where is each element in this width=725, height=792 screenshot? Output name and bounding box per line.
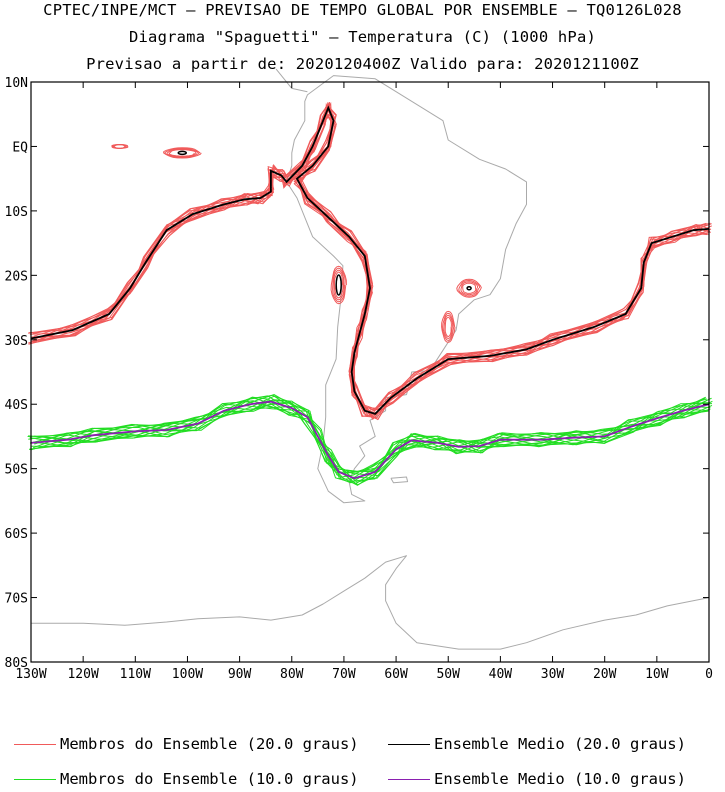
member-20deg-closed-contour — [168, 149, 197, 157]
member-20deg-closed-contour — [441, 310, 456, 343]
legend-label-member10: Membros do Ensemble (10.0 graus) — [60, 770, 359, 788]
legend-entry-member20: Membros do Ensemble (20.0 graus) — [14, 735, 359, 753]
legend-swatch-member10 — [14, 778, 56, 780]
member-20deg-contour — [29, 102, 707, 415]
member-20deg-closed-contour — [444, 316, 452, 338]
member-20deg-contour — [32, 111, 707, 417]
legend-entry-member10: Membros do Ensemble (10.0 graus) — [14, 770, 359, 788]
member-20deg-contour — [31, 107, 712, 409]
member-20deg-closed-contour — [442, 312, 455, 341]
member-20deg-closed-contour — [333, 271, 344, 299]
axes: 130W 120W 110W 100W 90W 80W 70W 60W 50W 40W 30W 20W… — [5, 76, 713, 682]
mean-20deg-closed-contour — [335, 274, 342, 296]
member-20deg-closed-contour — [460, 281, 479, 296]
x-tick-label: 40W — [489, 667, 513, 682]
x-tick-label: 20W — [593, 667, 617, 682]
y-tick-label: 20S — [5, 269, 28, 284]
legend-entry-mean20: Ensemble Medio (20.0 graus) — [388, 735, 686, 753]
x-tick-label: 130W — [15, 667, 46, 682]
member-20deg-closed-contour — [443, 314, 454, 340]
mean-20deg-contour — [30, 105, 710, 415]
falkland-islands — [390, 476, 409, 484]
x-tick-label: 50W — [436, 667, 460, 682]
legend-swatch-mean10 — [388, 778, 430, 780]
member-20deg-contour — [32, 106, 707, 410]
y-tick-label: 70S — [5, 592, 28, 607]
member-20deg-closed-contour — [166, 148, 199, 158]
ensemble-means — [30, 105, 710, 480]
legend-label-member20: Membros do Ensemble (20.0 graus) — [60, 735, 359, 753]
legend-swatch-member20 — [14, 743, 56, 745]
member-20deg-contour — [28, 112, 712, 415]
antarctica-coast — [31, 555, 710, 650]
y-tick-label: 10N — [5, 76, 28, 91]
member-20deg-contour — [33, 106, 710, 421]
member-20deg-closed-contour — [456, 278, 482, 298]
legend-label-mean10: Ensemble Medio (10.0 graus) — [434, 770, 686, 788]
x-tick-label: 100W — [172, 667, 203, 682]
member-20deg-contour — [33, 109, 708, 419]
member-20deg-closed-contour — [333, 269, 345, 301]
x-tick-label: 10W — [645, 667, 669, 682]
y-tick-label: 10S — [5, 205, 28, 220]
mean-20deg-closed-contour — [177, 150, 187, 156]
y-tick-label: 30S — [5, 334, 28, 349]
x-tick-label: 120W — [67, 667, 98, 682]
south-america-coast — [286, 75, 527, 504]
member-20deg-closed-contour — [111, 143, 129, 149]
member-20deg-closed-contour — [330, 265, 347, 305]
chart-subtitle: Diagrama "Spaguetti" – Temperatura (C) (… — [128, 28, 597, 46]
member-20deg-contour — [32, 103, 711, 421]
mean-20deg-closed-contour — [466, 285, 472, 291]
member-20deg-closed-contour — [164, 147, 200, 158]
member-20deg-contour — [33, 104, 711, 411]
y-tick-label: 40S — [5, 398, 28, 413]
x-tick-label: 30W — [541, 667, 565, 682]
chart-dates: Previsao a partir de: 2020120400Z Valido… — [86, 55, 639, 73]
central-america-coast — [275, 68, 308, 93]
member-10deg-contour — [28, 403, 711, 480]
member-10deg-contour — [31, 396, 711, 486]
coastline-map — [31, 68, 710, 650]
x-tick-label: 70W — [332, 667, 356, 682]
y-tick-label: EQ — [12, 140, 28, 155]
member-20deg-closed-contour — [458, 279, 480, 297]
x-tick-label: 110W — [120, 667, 151, 682]
member-20deg-contour — [28, 112, 710, 417]
mean-10deg-contour — [30, 400, 710, 480]
chart-title: CPTEC/INPE/MCT – PREVISAO DE TEMPO GLOBA… — [43, 1, 682, 19]
member-20deg-closed-contour — [462, 282, 477, 294]
member-10deg-contour — [29, 401, 709, 484]
x-tick-label: 0 — [705, 667, 713, 682]
member-20deg-closed-contour — [163, 147, 202, 159]
x-tick-label: 80W — [280, 667, 304, 682]
x-tick-label: 60W — [384, 667, 408, 682]
y-tick-label: 60S — [5, 527, 28, 542]
member-20deg-contour — [31, 102, 707, 412]
y-tick-label: 50S — [5, 463, 28, 478]
ensemble-members — [27, 101, 713, 486]
member-20deg-closed-contour — [332, 267, 346, 303]
y-tick-label: 80S — [5, 656, 28, 671]
plot-frame — [30, 81, 710, 663]
legend-entry-mean10: Ensemble Medio (10.0 graus) — [388, 770, 686, 788]
legend-swatch-mean20 — [388, 743, 430, 745]
legend-label-mean20: Ensemble Medio (20.0 graus) — [434, 735, 686, 753]
member-20deg-contour — [29, 110, 713, 412]
member-20deg-contour — [28, 101, 711, 420]
x-tick-label: 90W — [228, 667, 252, 682]
member-10deg-contour — [34, 399, 708, 473]
